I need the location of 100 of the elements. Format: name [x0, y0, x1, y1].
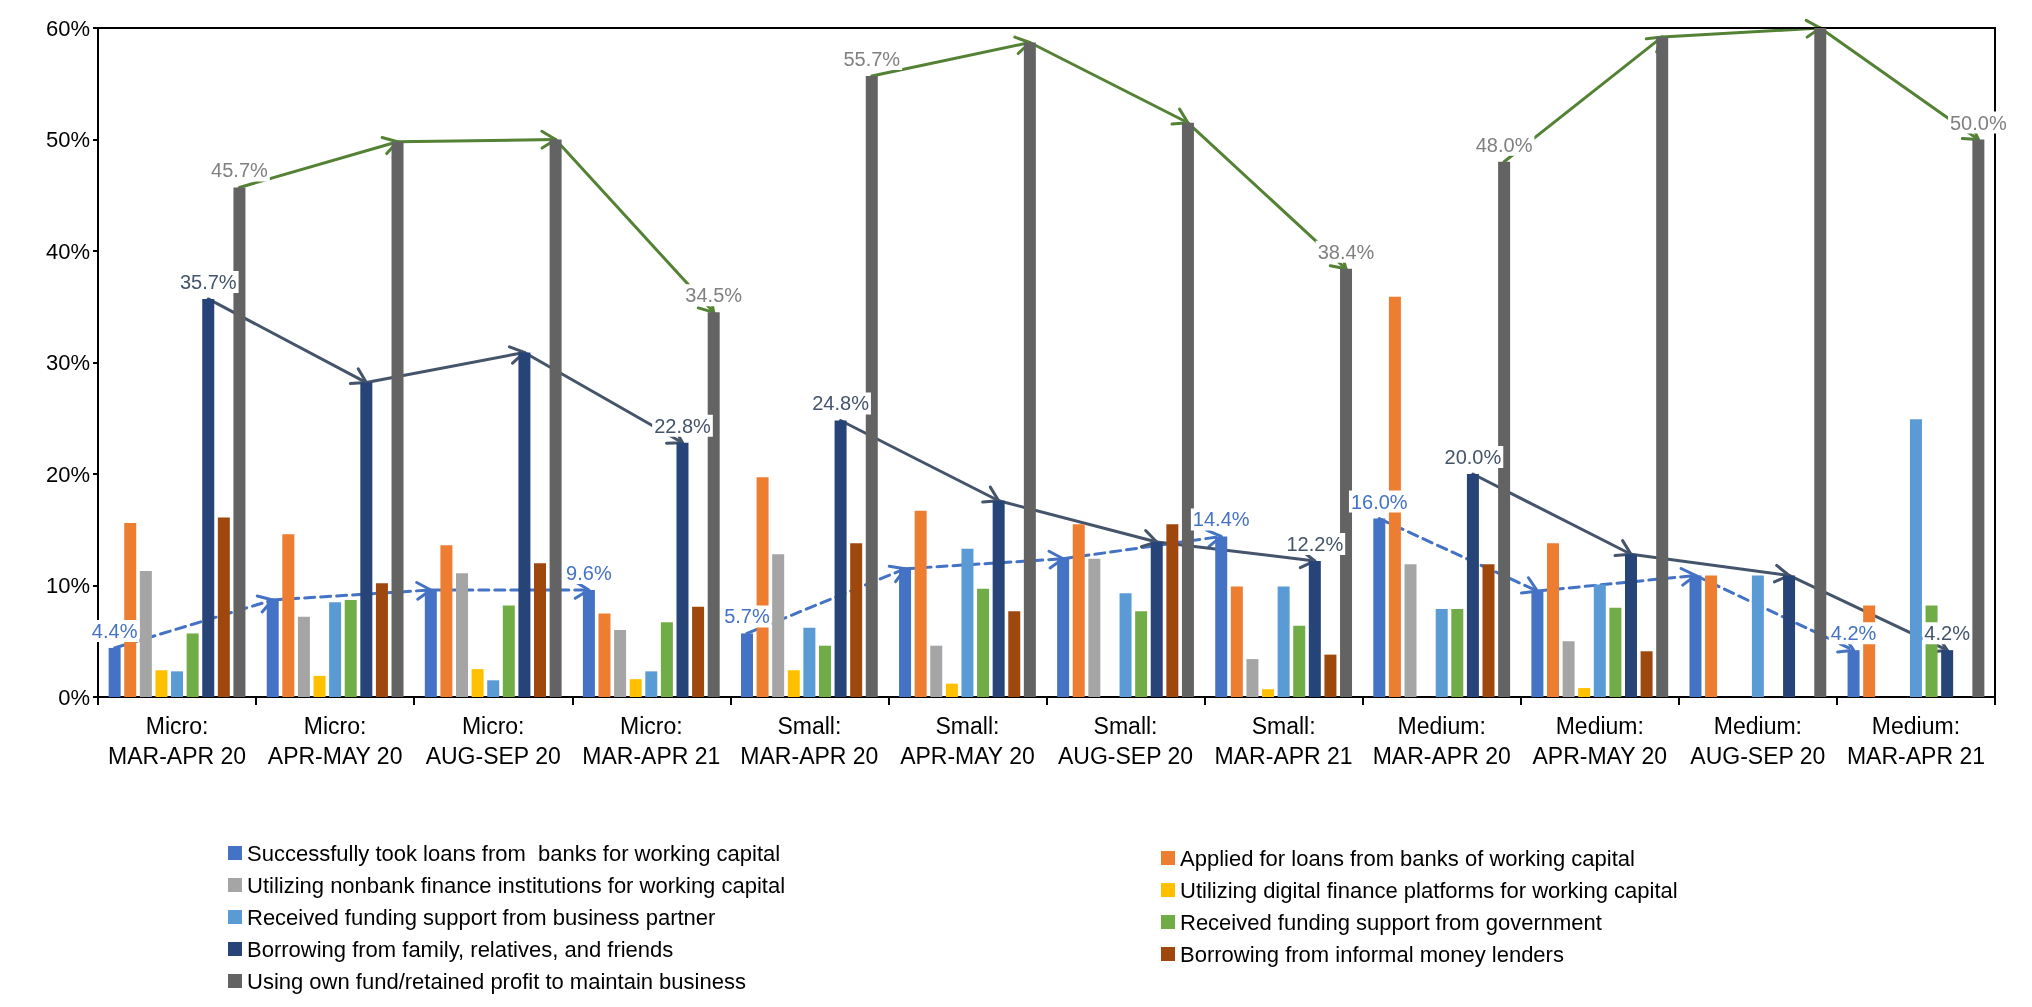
bar: [930, 645, 943, 697]
bar: [329, 602, 342, 697]
bar: [139, 571, 152, 697]
bar: [313, 675, 326, 697]
bar: [155, 670, 168, 697]
y-tick-label: 40%: [45, 238, 90, 264]
bar: [1057, 558, 1070, 697]
legend-label: Borrowing from informal money lenders: [1180, 941, 1564, 967]
data-label: 50.0%: [1950, 111, 2007, 134]
x-tick-label: Small: AUG-SEP 20: [1057, 713, 1194, 769]
bar: [1088, 558, 1101, 697]
bar: [1373, 518, 1386, 697]
data-label: 4.4%: [91, 619, 138, 642]
bar: [1847, 650, 1860, 697]
data-label: 12.2%: [1286, 532, 1344, 555]
bar: [850, 543, 863, 697]
data-label: 35.7%: [179, 270, 237, 293]
data-label: 22.8%: [654, 414, 712, 437]
bar: [1324, 654, 1337, 697]
bar: [375, 583, 388, 697]
bar: [471, 669, 484, 697]
bar: [1435, 608, 1448, 697]
bar: [1166, 524, 1179, 697]
y-tick-label: 30%: [45, 350, 90, 375]
bar: [297, 616, 310, 697]
data-label: 9.6%: [566, 561, 612, 584]
bar: [1578, 688, 1591, 697]
bar: [1783, 575, 1796, 697]
bar: [1814, 28, 1827, 697]
x-tick-label: Medium: MAR-APR 21: [1846, 713, 1985, 769]
y-tick-label: 0%: [58, 684, 90, 710]
data-label: 45.7%: [211, 159, 269, 182]
bar: [266, 600, 279, 697]
data-label: 34.5%: [685, 284, 743, 307]
bar: [1451, 608, 1464, 697]
bar: [1593, 584, 1606, 697]
bar: [660, 622, 673, 697]
bar: [945, 683, 958, 697]
data-label: 55.7%: [843, 47, 901, 70]
legend-label: Received funding support from business partner: [247, 904, 716, 930]
bar: [834, 420, 847, 697]
bar: [1072, 524, 1085, 697]
legend-label: Applied for loans from banks of working capital: [1180, 845, 1635, 871]
bar: [1246, 659, 1259, 697]
bar: [1751, 575, 1764, 697]
data-label: 4.2%: [1924, 622, 1971, 645]
bar: [1640, 651, 1653, 697]
bar: [1008, 611, 1021, 697]
bar: [914, 510, 927, 697]
bar: [1466, 474, 1479, 697]
bar: [1262, 689, 1275, 697]
x-tick-label: Micro: APR-MAY 20: [267, 713, 403, 769]
x-tick-label: Medium: APR-MAY 20: [1532, 713, 1668, 769]
bar: [186, 633, 199, 697]
bar: [440, 545, 453, 697]
bar: [614, 630, 627, 697]
x-tick-label: Medium: AUG-SEP 20: [1690, 713, 1826, 769]
bar: [424, 589, 437, 697]
bar: [692, 606, 705, 697]
bar: [217, 517, 230, 697]
legend-label: Utilizing nonbank finance institutions for working capital: [247, 872, 786, 898]
bar: [344, 600, 357, 697]
bar: [1181, 122, 1194, 697]
bar: [1624, 554, 1637, 697]
bar: [202, 298, 215, 697]
legend-label: Using own fund/retained profit to maintain business: [247, 968, 746, 994]
bar: [803, 627, 816, 697]
bar: [740, 633, 753, 697]
x-tick-label: Small: MAR-APR 20: [740, 713, 879, 769]
data-label: 14.4%: [1192, 508, 1250, 531]
y-tick-label: 20%: [45, 461, 90, 487]
bar: [487, 680, 500, 697]
bar: [171, 671, 184, 697]
data-label: 48.0%: [1475, 133, 1533, 156]
bar: [992, 500, 1005, 697]
bar: [977, 588, 990, 697]
bar: [818, 645, 831, 697]
bar: [1230, 586, 1243, 697]
legend-label: Borrowing from family, relatives, and friends: [247, 936, 674, 962]
y-tick-label: 60%: [45, 15, 90, 41]
bar: [1531, 591, 1544, 697]
bar: [961, 548, 974, 697]
bar: [1293, 625, 1306, 697]
data-label: 4.2%: [1830, 622, 1877, 645]
bar: [1119, 593, 1132, 697]
bar: [1404, 564, 1417, 697]
bar: [1689, 575, 1702, 697]
bar: [1941, 650, 1954, 697]
bar: [645, 671, 658, 697]
x-tick-label: Small: APR-MAY 20: [900, 713, 1035, 769]
bar: [1972, 139, 1985, 697]
bar: [549, 139, 562, 697]
bar: [598, 613, 611, 697]
bar: [1135, 611, 1148, 697]
bar: [787, 670, 800, 697]
bar: [1562, 641, 1575, 697]
bar: [534, 563, 547, 697]
x-tick-label: Micro: AUG-SEP 20: [425, 713, 561, 769]
data-label: 16.0%: [1350, 490, 1408, 513]
bar: [1277, 586, 1290, 697]
